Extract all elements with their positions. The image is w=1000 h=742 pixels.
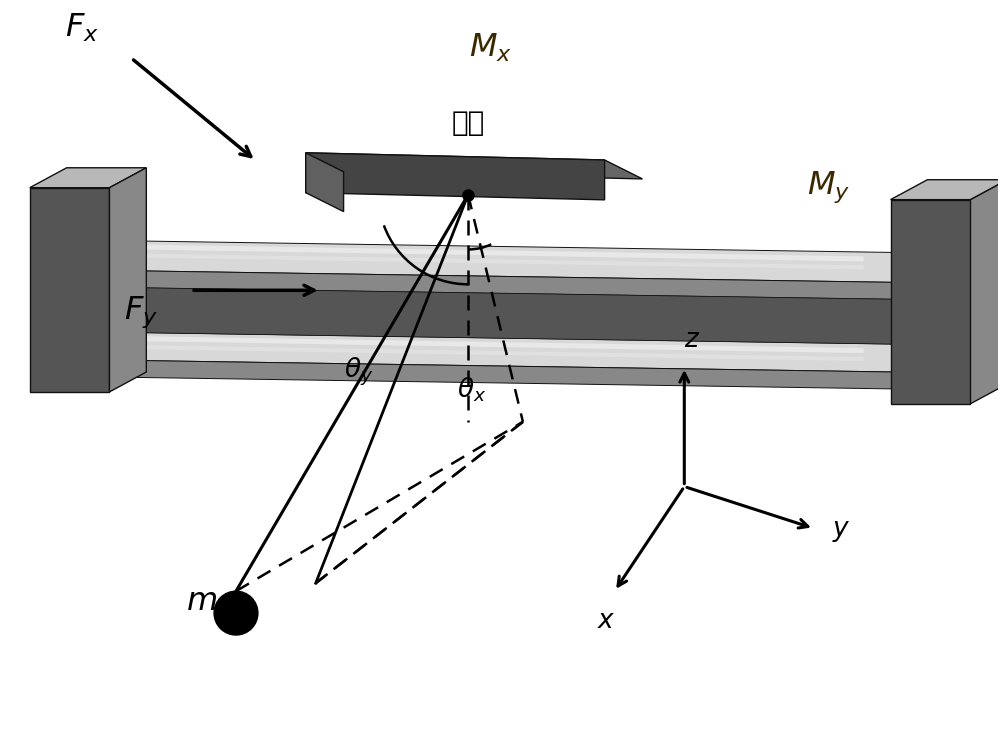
- Polygon shape: [306, 153, 344, 211]
- Text: $m$: $m$: [186, 585, 217, 617]
- Polygon shape: [136, 244, 864, 261]
- Polygon shape: [891, 180, 1000, 200]
- Polygon shape: [106, 332, 894, 372]
- Polygon shape: [306, 153, 605, 200]
- Text: $M_x$: $M_x$: [469, 32, 512, 65]
- Polygon shape: [136, 345, 864, 361]
- Polygon shape: [30, 168, 146, 188]
- Polygon shape: [136, 254, 864, 269]
- Polygon shape: [970, 180, 1000, 404]
- Polygon shape: [106, 287, 894, 344]
- Text: $F_x$: $F_x$: [65, 12, 98, 45]
- Polygon shape: [891, 200, 970, 404]
- Polygon shape: [106, 240, 894, 283]
- Text: $x$: $x$: [597, 608, 616, 633]
- Polygon shape: [109, 168, 146, 392]
- Polygon shape: [106, 360, 894, 389]
- Polygon shape: [30, 188, 109, 392]
- Text: $\theta_x$: $\theta_x$: [457, 375, 487, 404]
- Polygon shape: [136, 336, 864, 353]
- Text: $M_y$: $M_y$: [807, 170, 850, 206]
- Polygon shape: [106, 270, 894, 299]
- Circle shape: [214, 591, 258, 635]
- Text: 台车: 台车: [451, 109, 485, 137]
- Text: $F_y$: $F_y$: [124, 295, 158, 330]
- Text: $z$: $z$: [684, 327, 700, 352]
- Polygon shape: [306, 153, 642, 179]
- Text: $y$: $y$: [832, 519, 850, 544]
- Text: $\theta_y$: $\theta_y$: [344, 356, 373, 388]
